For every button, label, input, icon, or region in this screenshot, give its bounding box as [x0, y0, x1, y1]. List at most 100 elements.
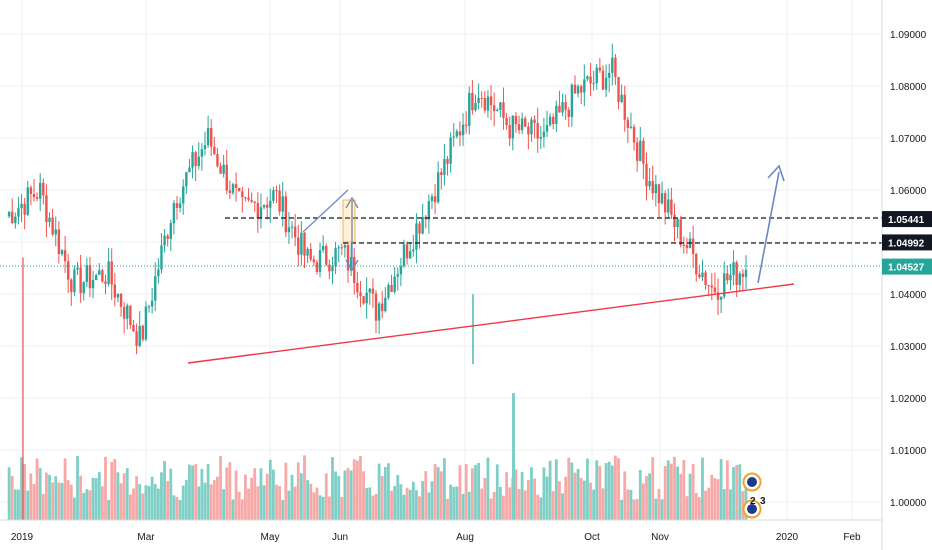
wedge-line[interactable]: [302, 189, 349, 233]
candle: [343, 243, 347, 258]
x-tick-label: Jun: [332, 532, 348, 543]
candle: [446, 156, 449, 176]
volume-bar: [673, 456, 676, 520]
volume-bar: [29, 473, 33, 520]
candle: [178, 197, 182, 213]
candle: [561, 93, 564, 117]
candle: [104, 274, 107, 295]
candle: [499, 101, 502, 118]
volume-bar: [371, 495, 375, 520]
volume-bar: [35, 458, 39, 520]
candle: [701, 259, 704, 281]
volume-bar: [216, 476, 219, 520]
candle: [265, 196, 269, 220]
candle: [362, 296, 365, 305]
volume-bar: [663, 466, 667, 520]
volume-bar: [452, 486, 456, 520]
candle: [144, 301, 148, 342]
volume-bar: [455, 486, 459, 520]
volume-bar: [20, 457, 23, 520]
volume-bar: [219, 455, 222, 520]
volume-bar: [88, 490, 92, 520]
candle: [110, 248, 113, 301]
x-tick-label: Feb: [843, 532, 861, 543]
candle: [160, 233, 163, 274]
candle: [70, 278, 73, 306]
volume-bar: [614, 455, 617, 520]
candle: [452, 123, 455, 147]
candle: [48, 212, 51, 228]
candle: [524, 116, 527, 128]
volume-bar: [85, 489, 89, 520]
candle: [716, 278, 720, 316]
volume-bar: [495, 464, 499, 520]
candle: [496, 107, 499, 112]
volume-bar: [91, 477, 95, 520]
volume-bar: [153, 483, 157, 520]
price-label-box: [882, 211, 932, 228]
candle: [679, 215, 682, 248]
candle: [409, 242, 412, 259]
down-arrowhead: [345, 259, 359, 272]
event-markers[interactable]: 2 3: [742, 472, 767, 519]
volume-bar: [716, 479, 720, 520]
volume-bar: [352, 459, 356, 520]
volume-bar: [570, 462, 574, 520]
candle: [542, 117, 546, 148]
time-axis[interactable]: 2019 Mar May Jun Aug Oct Nov 2020 Feb: [11, 532, 861, 543]
volume-bar: [150, 476, 154, 520]
y-tick-label: 1.03000: [890, 342, 927, 353]
volume-bar: [514, 469, 518, 520]
candle: [11, 198, 14, 224]
candle: [39, 173, 42, 212]
candle: [570, 83, 574, 127]
volume-bar: [26, 490, 30, 520]
candle: [197, 142, 200, 170]
candle: [607, 63, 611, 93]
candle: [536, 107, 539, 153]
candle: [654, 175, 658, 207]
volume-bar: [191, 465, 194, 520]
candle: [548, 113, 552, 127]
volume-bar: [439, 471, 443, 520]
volume-bar: [122, 473, 126, 520]
volume-bar: [368, 487, 372, 520]
x-tick-label: 2020: [776, 532, 799, 543]
projection-arrow[interactable]: [757, 171, 780, 284]
candle: [113, 272, 117, 307]
candle: [527, 122, 530, 150]
candle: [635, 137, 639, 172]
candle: [340, 243, 343, 256]
volume-bar: [63, 458, 67, 520]
volume-bar: [539, 497, 543, 520]
candle: [514, 112, 518, 133]
volume-bar: [160, 472, 163, 520]
candle: [278, 184, 281, 216]
candle: [489, 85, 493, 120]
volume-bar: [60, 483, 64, 520]
candle: [573, 75, 577, 94]
volume-bar: [200, 468, 204, 520]
volume-bar: [69, 484, 73, 520]
candle: [583, 64, 586, 107]
candle: [688, 232, 692, 249]
candle: [726, 265, 729, 285]
volume-bar: [676, 466, 679, 520]
volume-bar: [262, 485, 266, 520]
candle: [132, 319, 135, 333]
candle: [424, 215, 427, 229]
candle: [32, 178, 36, 202]
volume-bar: [296, 462, 300, 520]
candle: [648, 167, 651, 191]
volume-bar: [520, 472, 524, 520]
highlight-box[interactable]: [342, 199, 356, 243]
volume-bar: [225, 467, 229, 520]
candle: [670, 187, 673, 219]
candle: [321, 235, 325, 253]
y-tick-label: 1.07000: [890, 134, 927, 145]
volume-bar: [623, 471, 627, 520]
support-trendline[interactable]: [187, 283, 795, 364]
candle: [222, 154, 225, 178]
volume-bar: [271, 469, 275, 520]
